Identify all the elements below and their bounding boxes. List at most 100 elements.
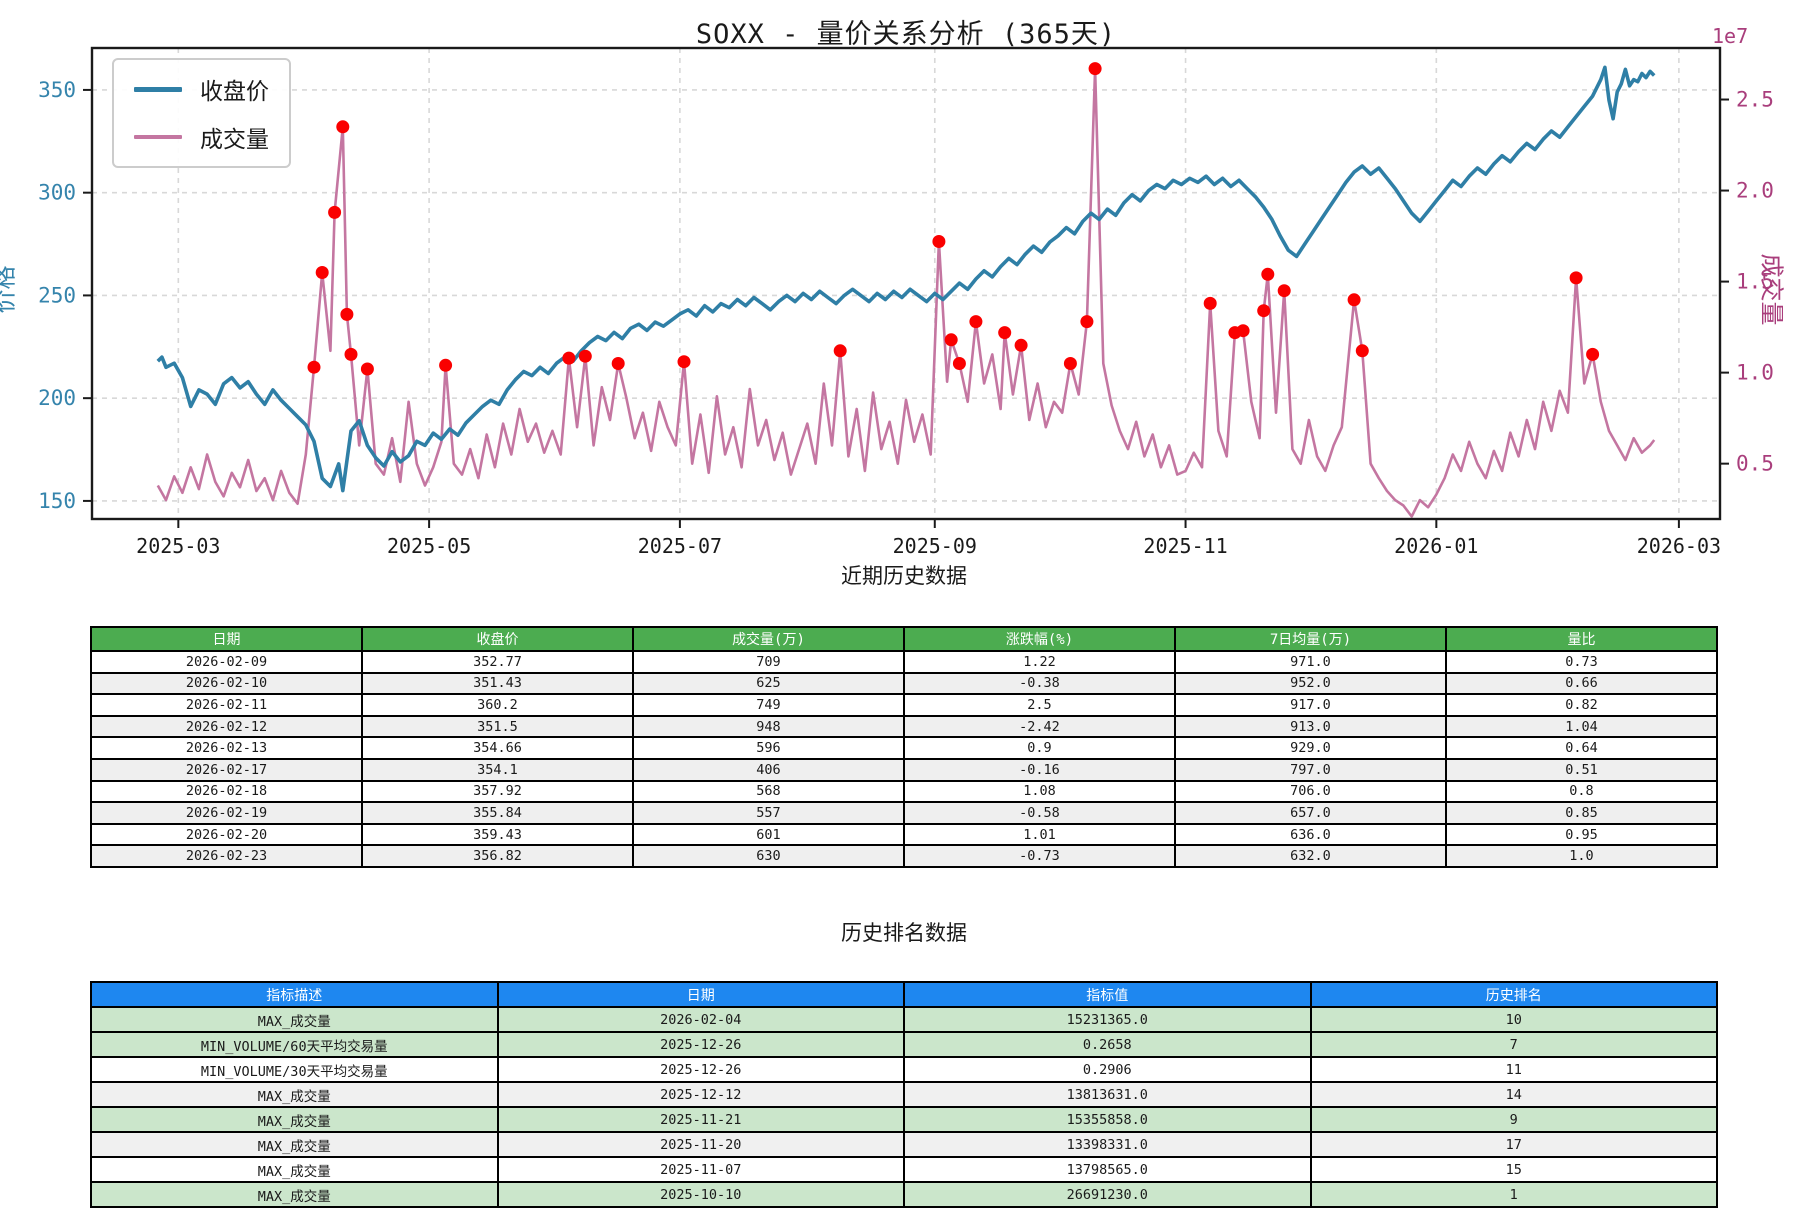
volume-anomaly-marker xyxy=(1080,315,1094,329)
table-cell: 797.0 xyxy=(1174,757,1447,782)
table-cell: 2026-02-12 xyxy=(90,714,363,739)
table-cell: 971.0 xyxy=(1174,650,1447,674)
table-cell: 354.66 xyxy=(361,736,634,760)
volume-anomaly-marker xyxy=(340,307,354,321)
table-row: 2026-02-11 360.2 749 2.5 917.0 0.82 xyxy=(90,693,1718,717)
volume-anomaly-marker xyxy=(1088,62,1102,76)
y-left-tick-label: 150 xyxy=(38,489,76,513)
table-cell: 2026-02-23 xyxy=(90,844,363,868)
table-cell: 929.0 xyxy=(1174,736,1447,760)
table-cell: 917.0 xyxy=(1174,693,1447,717)
volume-anomaly-marker xyxy=(1586,347,1600,361)
volume-anomaly-marker xyxy=(336,120,350,134)
x-tick-label: 2025-03 xyxy=(136,534,220,558)
table-cell: MAX_成交量 xyxy=(90,1081,499,1108)
table-header-cell: 7日均量(万) xyxy=(1174,626,1447,652)
volume-anomaly-marker xyxy=(1203,296,1217,310)
table-cell: -0.16 xyxy=(903,757,1176,782)
table-cell: 709 xyxy=(632,650,905,674)
table-cell: 596 xyxy=(632,736,905,760)
table-cell: 2026-02-17 xyxy=(90,757,363,782)
table-cell: 706.0 xyxy=(1174,779,1447,804)
legend-label: 收盘价 xyxy=(200,79,269,105)
volume-price-chart: 2025-03 2025-05 2025-07 2025-09 2025-11 2026-… xyxy=(38,46,1774,558)
table-cell: 351.43 xyxy=(361,671,634,696)
table-header-cell: 指标描述 xyxy=(90,981,499,1008)
table-header-cell: 日期 xyxy=(496,981,905,1008)
table-cell: 0.64 xyxy=(1445,736,1718,760)
table-cell: 0.51 xyxy=(1445,757,1718,782)
table-header-cell: 量比 xyxy=(1445,626,1718,652)
table-cell: 568 xyxy=(632,779,905,804)
x-tick-label: 2025-09 xyxy=(893,534,977,558)
table-cell: -0.73 xyxy=(903,844,1176,868)
y-left-tick-label: 250 xyxy=(38,283,76,307)
table-cell: 351.5 xyxy=(361,714,634,739)
volume-anomaly-marker xyxy=(562,351,576,365)
table-cell: 2025-12-26 xyxy=(496,1031,905,1058)
table-cell: 15 xyxy=(1309,1156,1718,1183)
rank-data-section-title: 历史排名数据 xyxy=(841,921,967,945)
table-cell: 360.2 xyxy=(361,693,634,717)
table-cell: MAX_成交量 xyxy=(90,1181,499,1208)
table-cell: 0.85 xyxy=(1445,801,1718,825)
volume-line xyxy=(156,67,1656,518)
volume-anomaly-marker xyxy=(932,235,946,248)
y-right-tick-label: 1.5 xyxy=(1736,270,1774,294)
table-cell: 2026-02-11 xyxy=(90,693,363,717)
table-cell: 14 xyxy=(1309,1081,1718,1108)
table-cell: 2026-02-20 xyxy=(90,822,363,847)
history-rank-table: 指标描述 日期 指标值 历史排名 MAX_成交量 2026-02-04 15231365.0… xyxy=(90,981,1718,1208)
volume-anomaly-marker xyxy=(307,360,321,374)
volume-anomaly-marker xyxy=(578,349,592,363)
table-cell: MAX_成交量 xyxy=(90,1156,499,1183)
table-cell: 356.82 xyxy=(361,844,634,868)
y-left-tick-label: 200 xyxy=(38,386,76,410)
table-cell: 11 xyxy=(1309,1056,1718,1083)
volume-line-swatch xyxy=(134,135,182,139)
axis-scale-label: 1e7 xyxy=(1712,24,1749,48)
volume-anomaly-marker xyxy=(969,315,983,329)
table-header-cell: 日期 xyxy=(90,626,363,652)
y-right-tick-label: 0.5 xyxy=(1736,452,1774,476)
table-cell: 2026-02-04 xyxy=(496,1006,905,1033)
table-cell: 9 xyxy=(1309,1106,1718,1133)
table-cell: 352.77 xyxy=(361,650,634,674)
x-tick-label: 2025-05 xyxy=(387,534,471,558)
table-cell: 2026-02-10 xyxy=(90,671,363,696)
table-row: MAX_成交量 2025-10-10 26691230.0 1 xyxy=(90,1181,1718,1208)
table-row: 2026-02-18 357.92 568 1.08 706.0 0.8 xyxy=(90,779,1718,804)
y-axis-label-volume: 成交量 xyxy=(1757,253,1786,326)
volume-anomaly-marker xyxy=(328,205,342,219)
table-row: MAX_成交量 2025-11-20 13398331.0 17 xyxy=(90,1131,1718,1158)
table-cell: 354.1 xyxy=(361,757,634,782)
volume-anomaly-marker xyxy=(677,355,691,369)
table-cell: 2025-11-07 xyxy=(496,1156,905,1183)
volume-anomaly-marker xyxy=(1063,357,1077,370)
table-cell: 2025-12-12 xyxy=(496,1081,905,1108)
volume-anomaly-marker xyxy=(833,344,847,358)
table-row: MIN_VOLUME/60天平均交易量 2025-12-26 0.2658 7 xyxy=(90,1031,1718,1058)
table-cell: 2025-11-21 xyxy=(496,1106,905,1133)
table-row: 2026-02-09 352.77 709 1.22 971.0 0.73 xyxy=(90,650,1718,674)
table-header-cell: 收盘价 xyxy=(361,626,634,652)
volume-anomaly-marker xyxy=(1347,293,1361,307)
volume-anomaly-marker xyxy=(439,358,453,372)
table-cell: 357.92 xyxy=(361,779,634,804)
table-row: 2026-02-17 354.1 406 -0.16 797.0 0.51 xyxy=(90,757,1718,782)
table-cell: 625 xyxy=(632,671,905,696)
table-row: 2026-02-19 355.84 557 -0.58 657.0 0.85 xyxy=(90,801,1718,825)
table-cell: 13398331.0 xyxy=(903,1131,1312,1158)
table-row: MAX_成交量 2026-02-04 15231365.0 10 xyxy=(90,1006,1718,1033)
table-cell: 1 xyxy=(1309,1181,1718,1208)
table-cell: 0.2658 xyxy=(903,1031,1312,1058)
x-tick-label: 2025-07 xyxy=(638,534,722,558)
table-cell: -0.58 xyxy=(903,801,1176,825)
table-cell: 2025-10-10 xyxy=(496,1181,905,1208)
volume-anomaly-marker xyxy=(1236,324,1250,338)
table-row: MIN_VOLUME/30天平均交易量 2025-12-26 0.2906 11 xyxy=(90,1056,1718,1083)
table-cell: 1.04 xyxy=(1445,714,1718,739)
table-cell: 2026-02-13 xyxy=(90,736,363,760)
table-cell: 13798565.0 xyxy=(903,1156,1312,1183)
